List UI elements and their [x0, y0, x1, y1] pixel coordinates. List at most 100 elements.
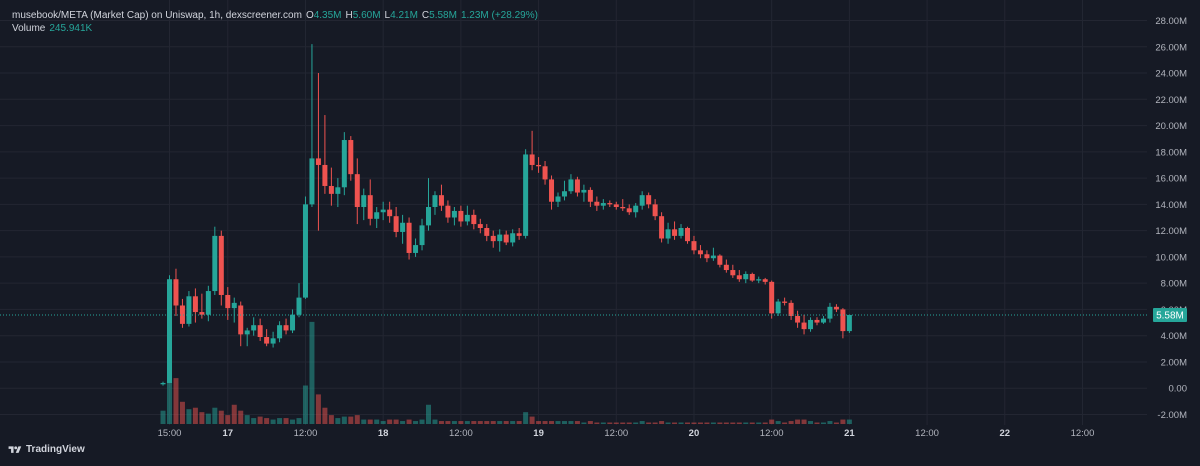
volume-bar [529, 416, 535, 424]
y-tick-label: 16.00M [1155, 174, 1187, 185]
candle-body [257, 325, 263, 338]
candle-body [704, 254, 710, 259]
volume-bar [723, 422, 729, 424]
candle-body [788, 302, 794, 316]
volume-label: Volume [12, 23, 46, 34]
volume-bar [613, 422, 619, 424]
volume-bar [542, 421, 548, 424]
x-tick-label: 12:00 [604, 428, 628, 439]
candle-body [652, 204, 658, 217]
volume-bar [309, 321, 315, 424]
candle-body [290, 314, 296, 331]
volume-bar [225, 415, 231, 424]
candle-body [173, 279, 179, 306]
candle-body [328, 185, 334, 194]
volume-bar [736, 422, 742, 424]
candle-body [296, 297, 302, 315]
volume-bar [782, 422, 788, 424]
candle-body [277, 325, 283, 339]
price-axis[interactable]: 28.00M 26.00M 24.00M 22.00M 20.00M 18.00M 16.0… [1155, 16, 1187, 421]
candle-body [393, 216, 399, 232]
volume-bar [393, 419, 399, 424]
candle-body [309, 158, 315, 205]
volume-bar [639, 421, 645, 424]
volume-bar [626, 422, 632, 424]
candle-body [743, 273, 749, 280]
candle-body [639, 195, 645, 206]
candle-body [400, 222, 406, 232]
candle-body [529, 154, 535, 165]
volume-bar [192, 407, 198, 424]
volume-bar [283, 418, 289, 424]
candle-body [523, 154, 529, 236]
candle-body [477, 224, 483, 229]
volume-bar [471, 421, 477, 424]
volume-bar [186, 409, 192, 424]
last-price-badge: 5.58M [1153, 307, 1187, 322]
candle-body [730, 270, 736, 276]
volume-bar [581, 422, 587, 424]
candle-body [231, 302, 237, 309]
x-tick-label: 19 [533, 428, 544, 439]
y-tick-label: 4.00M [1161, 331, 1187, 342]
candle-body [367, 195, 373, 219]
candle-body [406, 222, 412, 253]
volume-bar [212, 407, 218, 424]
volume-bar [354, 415, 360, 424]
volume-bar [322, 407, 328, 424]
volume-bar [315, 394, 321, 424]
volume-bar [477, 421, 483, 424]
candle-body [458, 210, 464, 222]
candle-body [264, 337, 270, 344]
y-tick-label: 22.00M [1155, 95, 1187, 106]
volume-bar [296, 418, 302, 424]
candle-body [568, 179, 574, 192]
candle-body [380, 209, 386, 213]
candle-body [710, 255, 716, 259]
volume-bar [328, 415, 334, 424]
legend-volume-row: Volume 245.941K [12, 22, 538, 35]
volume-bar [160, 410, 166, 424]
volume-bar [290, 419, 296, 424]
volume-bar [503, 421, 509, 424]
volume-bar [167, 350, 172, 424]
volume-bar [367, 419, 373, 424]
x-tick-label: 12:00 [294, 428, 318, 439]
volume-bar [710, 422, 716, 424]
volume-bar [264, 418, 270, 424]
candle-body [600, 203, 606, 206]
change-value: 1.23M (+28.29%) [460, 10, 538, 21]
candle-body [814, 319, 820, 323]
volume-bar [672, 422, 678, 424]
x-tick-label: 17 [222, 428, 233, 439]
brand-name: TradingView [26, 444, 85, 455]
tradingview-brand[interactable]: TradingView [8, 444, 85, 455]
volume-bar [277, 418, 283, 424]
high-label: H [345, 10, 353, 21]
y-tick-label: -2.00M [1157, 410, 1187, 421]
candles [160, 44, 852, 386]
volume-bar [199, 412, 205, 424]
volume-bar [173, 378, 179, 424]
volume-bar [497, 421, 503, 424]
candle-body [756, 279, 762, 281]
volume-bar [374, 419, 380, 424]
y-tick-label: 20.00M [1155, 121, 1187, 132]
candle-body [490, 235, 496, 242]
candle-body [503, 234, 509, 243]
volume-bar [633, 422, 639, 424]
close-label: C [421, 10, 430, 21]
candle-body [536, 164, 542, 167]
volume-bar [600, 422, 606, 424]
chart-legend: musebook/META (Market Cap) on Uniswap, 1… [12, 9, 538, 35]
candle-body [795, 315, 801, 323]
volume-bar [574, 421, 580, 424]
volume-bar [620, 422, 626, 424]
volume-bar [438, 421, 444, 424]
time-axis[interactable]: 15:00 17 12:00 18 12:00 19 12:00 20 12:00 21 12:00… [158, 428, 1095, 439]
volume-bar [833, 422, 839, 424]
candle-body [587, 189, 593, 202]
volume-bar [244, 415, 250, 424]
